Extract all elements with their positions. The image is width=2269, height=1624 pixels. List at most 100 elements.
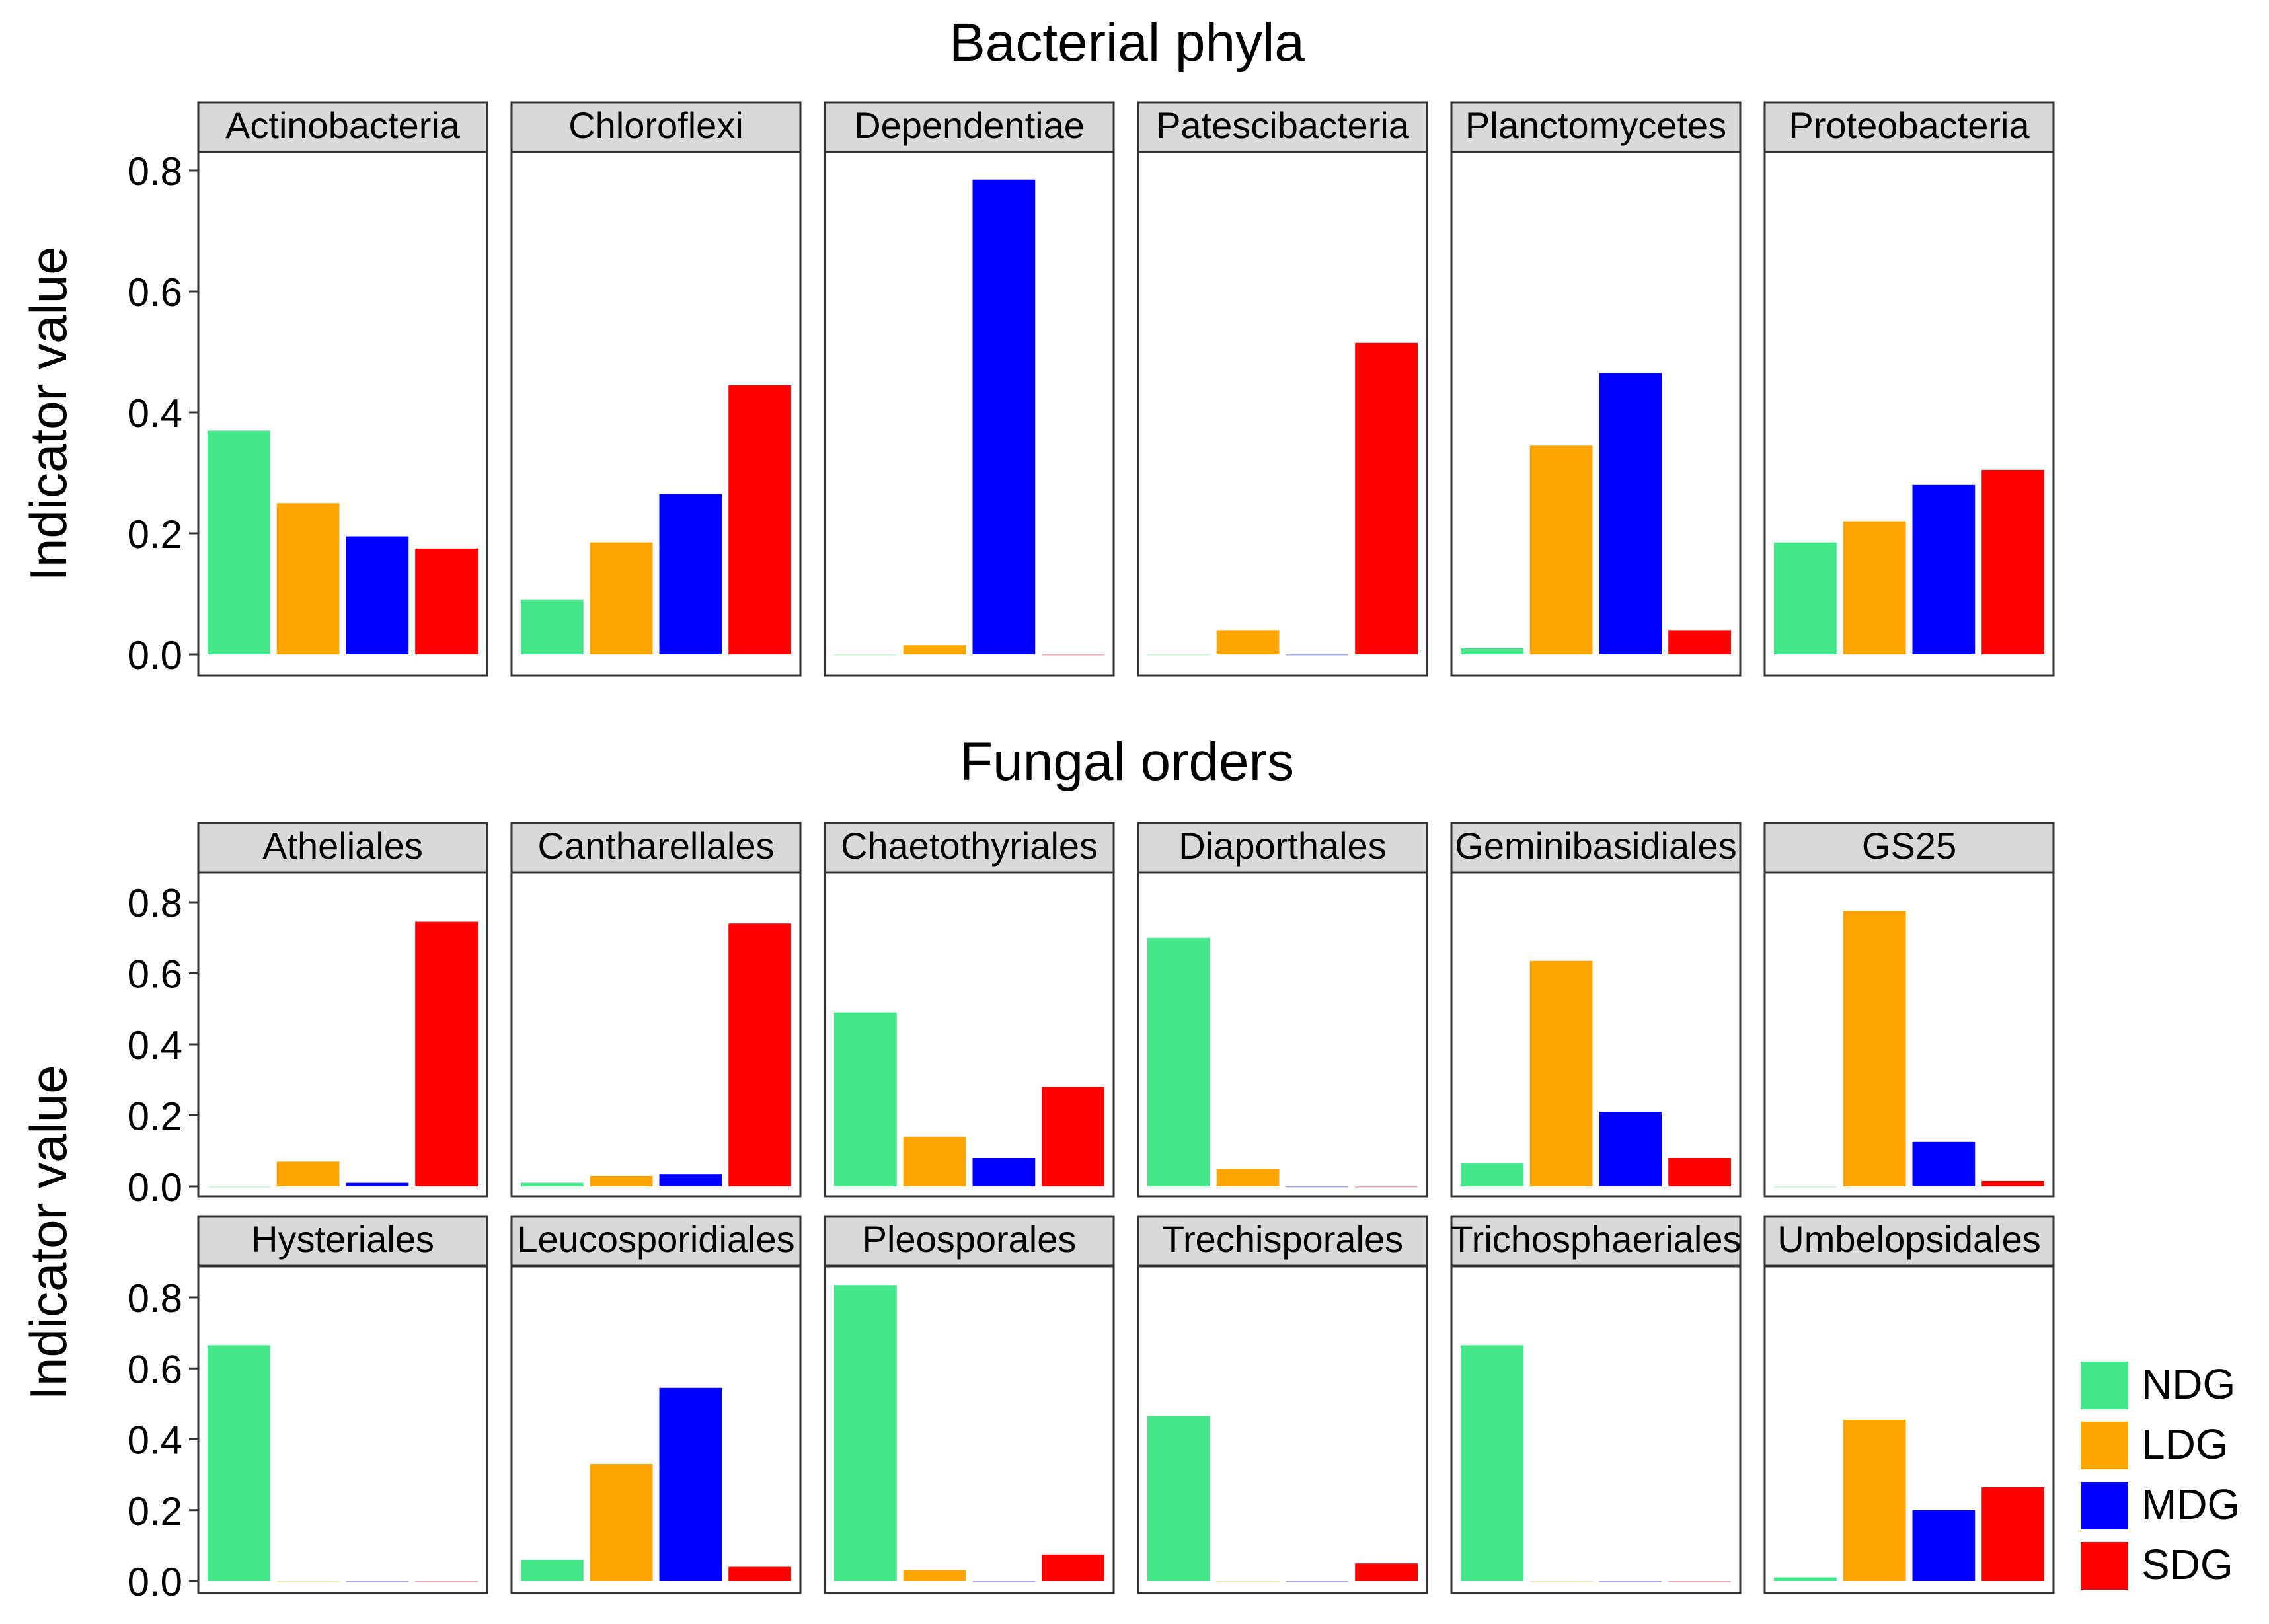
- bar: [208, 430, 270, 654]
- legend-key: [2081, 1542, 2128, 1590]
- bar: [1981, 469, 2044, 654]
- facet-label: Chloroflexi: [568, 104, 744, 146]
- bar: [903, 645, 966, 654]
- y-tick-label: 0.2: [128, 1489, 182, 1533]
- facet-label: Diaporthales: [1178, 825, 1386, 867]
- bar: [346, 1182, 409, 1186]
- bar: [1042, 1554, 1104, 1581]
- legend-key: [2081, 1362, 2128, 1409]
- y-axis-label: Indicator value: [19, 246, 77, 581]
- bar: [1042, 1087, 1104, 1186]
- legend-label: LDG: [2141, 1420, 2229, 1468]
- facet-label: GS25: [1862, 825, 1956, 867]
- bar: [521, 599, 584, 654]
- bar: [972, 1581, 1036, 1582]
- bar: [1461, 648, 1523, 654]
- bar: [1355, 342, 1418, 654]
- bar: [659, 1387, 722, 1581]
- bar: [1147, 937, 1210, 1186]
- facet-label: Geminibasidiales: [1455, 825, 1736, 867]
- facet-label: Planctomycetes: [1465, 104, 1726, 146]
- facet-label: Actinobacteria: [225, 104, 461, 146]
- bar: [659, 1174, 722, 1186]
- bar: [1216, 1169, 1280, 1186]
- y-tick-label: 0.2: [128, 512, 182, 557]
- bar: [346, 536, 409, 654]
- bar: [521, 1559, 584, 1581]
- facet-strip: [1763, 101, 2055, 153]
- bar: [834, 1285, 897, 1581]
- y-axis-label: Indicator value: [19, 1065, 77, 1400]
- y-tick-label: 0.0: [128, 1560, 182, 1604]
- chart-title: Fungal orders: [960, 732, 1294, 792]
- facet-label: Trichosphaeriales: [1451, 1218, 1742, 1260]
- y-tick-label: 0.6: [128, 270, 182, 315]
- bar: [1912, 1141, 1976, 1186]
- bar: [1286, 654, 1349, 656]
- bar: [903, 1136, 966, 1186]
- bar: [1216, 1581, 1280, 1582]
- panel: [1450, 871, 1742, 1198]
- bar: [521, 1182, 584, 1186]
- bar: [1216, 630, 1280, 654]
- bar: [590, 542, 653, 654]
- bar: [972, 179, 1036, 655]
- y-tick-label: 0.0: [128, 1165, 182, 1210]
- legend-label: MDG: [2141, 1481, 2240, 1528]
- bar: [1355, 1563, 1418, 1581]
- bar: [276, 1161, 340, 1186]
- facet-strip: [824, 1215, 1115, 1267]
- bar: [659, 494, 722, 654]
- legend-label: SDG: [2141, 1541, 2233, 1588]
- facet-label: Patescibacteria: [1156, 104, 1410, 146]
- chart-title: Bacterial phyla: [949, 13, 1305, 73]
- bar: [1981, 1487, 2044, 1581]
- facet-strip: [824, 101, 1115, 153]
- bar: [834, 654, 897, 656]
- bar: [276, 503, 340, 654]
- panel: [510, 1265, 802, 1594]
- bar: [415, 548, 478, 654]
- bar: [590, 1175, 653, 1186]
- facet-label: Cantharellales: [538, 825, 775, 867]
- bar: [208, 1186, 270, 1188]
- bar: [972, 1158, 1036, 1186]
- bar: [1529, 1581, 1593, 1582]
- bar: [1774, 1577, 1837, 1581]
- bar: [1912, 484, 1976, 654]
- facet-strip: [1137, 1215, 1428, 1267]
- facet-label: Proteobacteria: [1788, 104, 2030, 146]
- bar: [1286, 1581, 1349, 1582]
- y-tick-label: 0.4: [128, 1023, 182, 1067]
- bar: [1981, 1180, 2044, 1186]
- panel: [1763, 871, 2055, 1198]
- bar: [1774, 542, 1837, 654]
- bar: [1147, 654, 1210, 656]
- bar: [1461, 1163, 1523, 1186]
- y-tick-label: 0.6: [128, 952, 182, 997]
- bar: [834, 1012, 897, 1186]
- bar: [1912, 1510, 1976, 1581]
- panel: [824, 151, 1115, 677]
- legend-label: NDG: [2141, 1360, 2235, 1408]
- bar: [1668, 1158, 1731, 1186]
- bar: [728, 923, 791, 1186]
- bar: [728, 1566, 791, 1581]
- bar: [1529, 960, 1593, 1186]
- bar: [590, 1464, 653, 1581]
- bar: [1529, 445, 1593, 654]
- facet-label: Dependentiae: [854, 104, 1085, 146]
- bar: [276, 1581, 340, 1582]
- bar: [415, 1581, 478, 1582]
- bar: [208, 1345, 270, 1581]
- y-tick-label: 0.4: [128, 1418, 182, 1463]
- facet-label: Chaetothyriales: [841, 825, 1098, 867]
- legend-key: [2081, 1422, 2128, 1469]
- bar: [1042, 654, 1104, 656]
- facet-strip: [824, 822, 1115, 874]
- panel: [1450, 151, 1742, 677]
- facet-strip: [1137, 101, 1428, 153]
- facet-strip: [510, 822, 802, 874]
- bar: [1599, 373, 1662, 654]
